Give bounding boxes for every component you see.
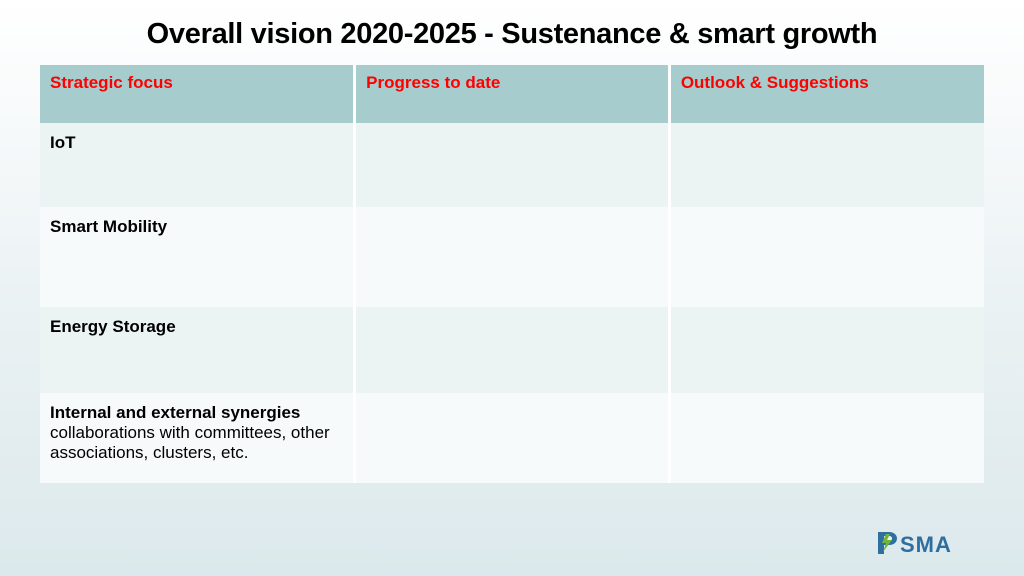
col-header-progress: Progress to date	[355, 65, 670, 123]
focus-bold: Internal and external synergies	[50, 403, 300, 422]
slide: Overall vision 2020-2025 - Sustenance & …	[0, 0, 1024, 576]
cell-progress	[355, 123, 670, 207]
page-title: Overall vision 2020-2025 - Sustenance & …	[40, 18, 984, 51]
cell-progress	[355, 307, 670, 393]
cell-focus: Internal and external synergies collabor…	[40, 393, 355, 483]
logo-text: SMA	[900, 532, 952, 557]
cell-focus: Energy Storage	[40, 307, 355, 393]
vision-table: Strategic focus Progress to date Outlook…	[40, 65, 984, 483]
cell-focus: IoT	[40, 123, 355, 207]
table-header-row: Strategic focus Progress to date Outlook…	[40, 65, 984, 123]
focus-bold: Energy Storage	[50, 317, 176, 336]
cell-focus: Smart Mobility	[40, 207, 355, 307]
cell-outlook	[669, 393, 984, 483]
psma-logo-svg: SMA	[876, 528, 986, 558]
col-header-outlook: Outlook & Suggestions	[669, 65, 984, 123]
cell-outlook	[669, 123, 984, 207]
focus-bold: IoT	[50, 133, 76, 152]
focus-sub: collaborations with committees, other as…	[50, 423, 343, 463]
table-row: IoT	[40, 123, 984, 207]
cell-progress	[355, 207, 670, 307]
focus-bold: Smart Mobility	[50, 217, 167, 236]
table-row: Internal and external synergies collabor…	[40, 393, 984, 483]
cell-progress	[355, 393, 670, 483]
cell-outlook	[669, 207, 984, 307]
table-row: Energy Storage	[40, 307, 984, 393]
table-row: Smart Mobility	[40, 207, 984, 307]
psma-logo: SMA	[876, 528, 986, 558]
cell-outlook	[669, 307, 984, 393]
col-header-strategic-focus: Strategic focus	[40, 65, 355, 123]
